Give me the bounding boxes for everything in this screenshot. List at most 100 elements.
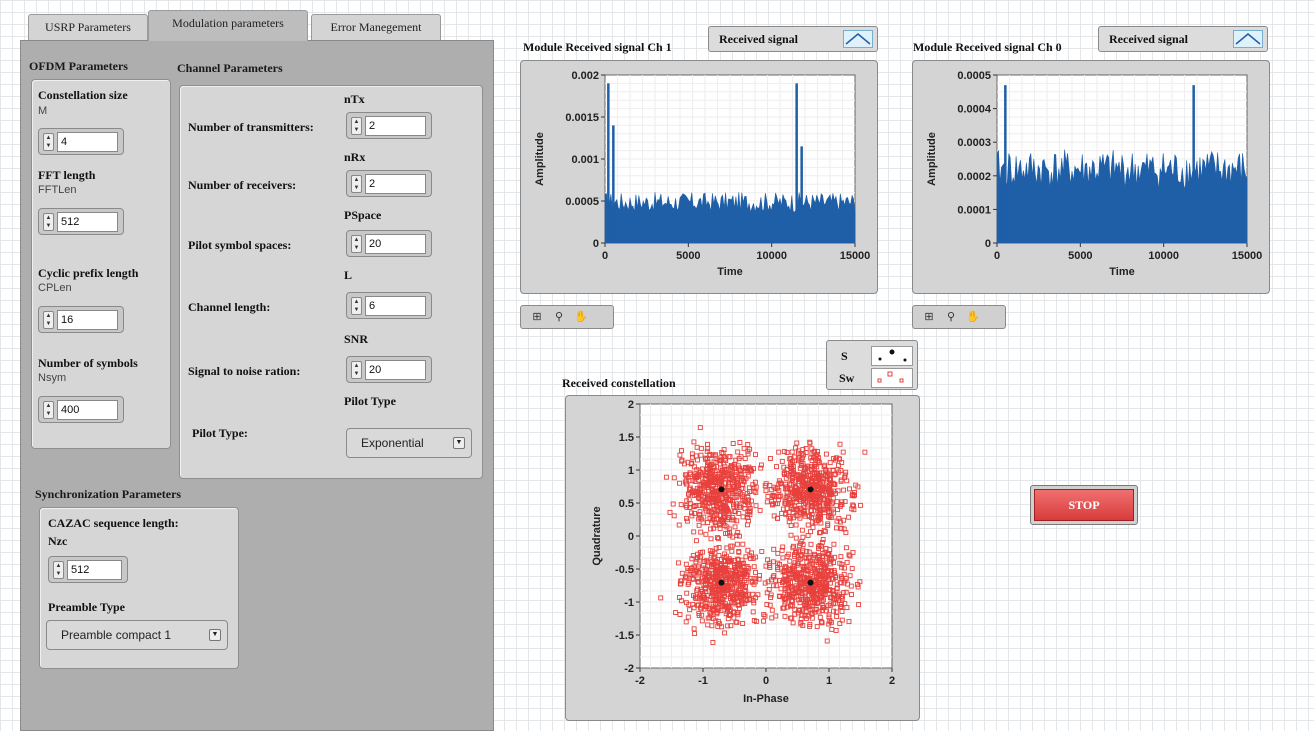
received-point (683, 561, 689, 567)
ntx-var: nTx (344, 92, 365, 106)
received-point (790, 603, 796, 609)
pspace-var: PSpace (344, 208, 382, 222)
received-point (708, 536, 714, 542)
zoom-tool-icon[interactable]: ⚲ (946, 311, 956, 323)
received-point (770, 502, 775, 508)
graph-ch0-plot[interactable]: 0.0005 0.0004 0.0003 0.0002 0.0001 00 5000 1000… (913, 61, 1269, 293)
received-point (728, 623, 734, 629)
received-point (713, 586, 719, 592)
pilot-type-select[interactable]: Exponential ▼ (346, 428, 472, 458)
cursor-tool-icon[interactable]: ⊞ (924, 311, 934, 323)
number-of-symbols-input[interactable]: 400 (57, 400, 118, 420)
received-point (788, 574, 794, 580)
received-point (767, 602, 773, 608)
pspace-control[interactable]: ▲ ▼ 20 (346, 230, 432, 257)
spin-arrows-icon[interactable]: ▲ ▼ (43, 401, 54, 419)
spin-arrows-icon[interactable]: ▲ ▼ (351, 175, 362, 193)
received-point (741, 570, 747, 576)
received-point (750, 597, 756, 603)
spin-arrows-icon[interactable]: ▲ ▼ (351, 117, 362, 135)
spin-arrows-icon[interactable]: ▲ ▼ (351, 235, 362, 253)
received-point (822, 529, 828, 535)
received-point (719, 599, 725, 605)
received-point (722, 568, 728, 573)
nrx-control[interactable]: ▲ ▼ 2 (346, 170, 432, 197)
number-of-symbols-control[interactable]: ▲ ▼ 400 (38, 396, 124, 423)
received-point (807, 623, 813, 629)
graph-ch0-legend[interactable]: Received signal (1098, 26, 1268, 52)
received-point (708, 553, 714, 559)
received-point (788, 532, 794, 538)
received-point (791, 543, 796, 549)
pspace-input[interactable]: 20 (365, 234, 426, 254)
received-point (732, 558, 738, 563)
spin-arrows-icon[interactable]: ▲ ▼ (43, 311, 54, 329)
received-point (809, 611, 815, 616)
received-point (858, 502, 863, 508)
received-point (824, 638, 830, 644)
received-point (779, 547, 785, 553)
spin-arrows-icon[interactable]: ▲ ▼ (351, 297, 362, 315)
received-point (822, 549, 828, 555)
received-point (708, 612, 714, 618)
zoom-tool-icon[interactable]: ⚲ (554, 311, 564, 323)
received-point (679, 458, 685, 464)
received-point (743, 579, 749, 585)
spin-arrows-icon[interactable]: ▲ ▼ (351, 361, 362, 379)
constellation-size-control[interactable]: ▲ ▼ 4 (38, 128, 124, 155)
tab-modulation-parameters[interactable]: Modulation parameters (148, 10, 308, 41)
cazac-label: CAZAC sequence length: (48, 516, 179, 530)
cazac-length-control[interactable]: ▲ ▼ 512 (48, 556, 128, 583)
fft-length-input[interactable]: 512 (57, 212, 118, 232)
received-point (675, 560, 681, 566)
pan-tool-icon[interactable]: ✋ (574, 311, 588, 323)
ntx-input[interactable]: 2 (365, 116, 426, 136)
pan-tool-icon[interactable]: ✋ (966, 311, 980, 323)
channel-length-control[interactable]: ▲ ▼ 6 (346, 292, 432, 319)
spin-arrows-icon[interactable]: ▲ ▼ (43, 133, 54, 151)
received-point (684, 518, 690, 524)
snr-control[interactable]: ▲ ▼ 20 (346, 356, 432, 383)
received-point (773, 613, 779, 619)
fft-length-control[interactable]: ▲ ▼ 512 (38, 208, 124, 235)
graph-ch1-legend[interactable]: Received signal (708, 26, 878, 52)
spin-arrows-icon[interactable]: ▲ ▼ (53, 561, 64, 579)
dropdown-arrow-icon[interactable]: ▼ (209, 629, 221, 641)
cyclic-prefix-control[interactable]: ▲ ▼ 16 (38, 306, 124, 333)
preamble-type-select[interactable]: Preamble compact 1 ▼ (46, 620, 228, 650)
ntx-control[interactable]: ▲ ▼ 2 (346, 112, 432, 139)
nrx-input[interactable]: 2 (365, 174, 426, 194)
received-point (809, 603, 815, 609)
spin-arrows-icon[interactable]: ▲ ▼ (43, 213, 54, 231)
received-point (705, 622, 711, 628)
dropdown-arrow-icon[interactable]: ▼ (453, 437, 465, 449)
received-point (824, 503, 830, 509)
snr-input[interactable]: 20 (365, 360, 426, 380)
tab-usrp-parameters[interactable]: USRP Parameters (28, 14, 148, 40)
received-point (725, 608, 730, 614)
received-point (716, 536, 722, 542)
received-point (775, 550, 781, 556)
received-point (796, 450, 801, 456)
cursor-tool-icon[interactable]: ⊞ (532, 311, 542, 323)
graph-ch1-plot[interactable]: 0.002 0.0015 0.001 0.0005 00 5000 10000 15000 Ti… (521, 61, 877, 293)
constellation-plot[interactable]: 2 1.5 1 0.5 0 -0.5 -1 -1.5 -2-2 -1 0 1 2 In-Phase Quad… (566, 396, 919, 720)
cazac-length-input[interactable]: 512 (67, 560, 122, 580)
channel-length-input[interactable]: 6 (365, 296, 426, 316)
received-point (819, 620, 825, 626)
constellation-legend[interactable]: S Sw (826, 340, 918, 390)
received-point (809, 493, 815, 499)
received-point (679, 570, 685, 576)
received-point (776, 494, 782, 500)
stop-button[interactable]: STOP (1030, 485, 1138, 525)
received-point (793, 495, 799, 501)
received-point (715, 623, 721, 629)
received-point (697, 570, 702, 576)
cyclic-prefix-input[interactable]: 16 (57, 310, 118, 330)
received-point (709, 577, 715, 583)
tab-error-management[interactable]: Error Manegement (311, 14, 441, 40)
received-point (807, 439, 813, 445)
received-point (843, 589, 849, 595)
constellation-size-input[interactable]: 4 (57, 132, 118, 152)
received-point (798, 552, 804, 558)
